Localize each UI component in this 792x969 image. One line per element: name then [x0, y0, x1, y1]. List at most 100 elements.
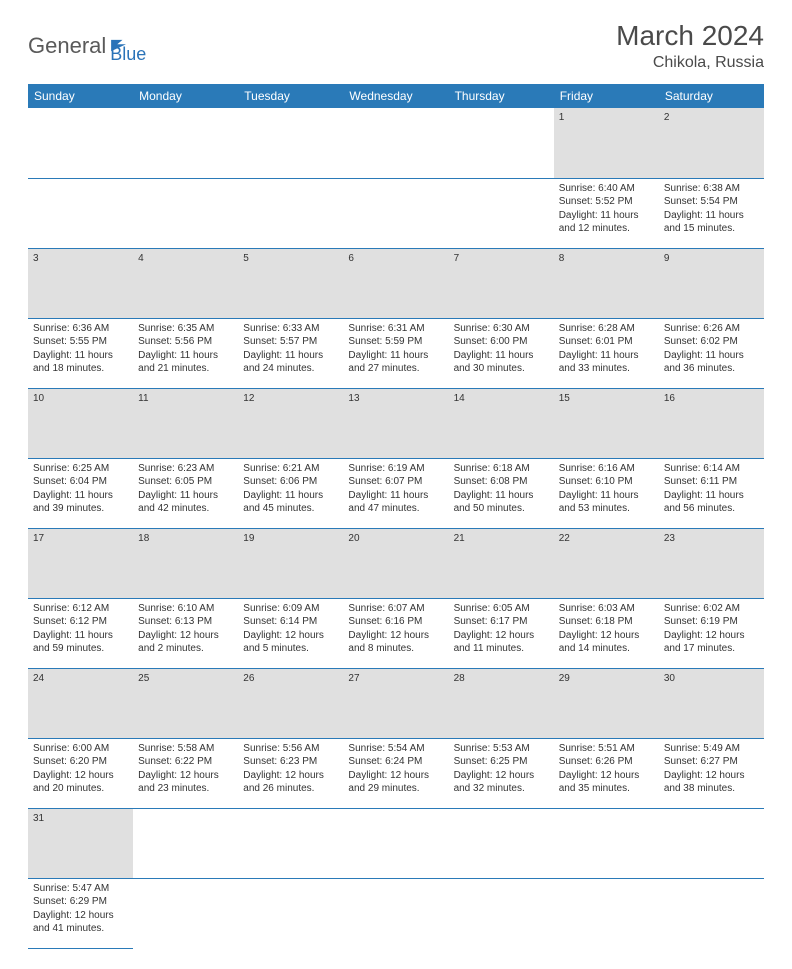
day-number-cell: 31: [28, 808, 133, 878]
day-number-cell: [238, 108, 343, 178]
sunset-text: Sunset: 6:23 PM: [243, 755, 338, 769]
day-cell: [28, 178, 133, 248]
sunrise-text: Sunrise: 6:05 AM: [454, 602, 549, 616]
daylight-text-2: and 24 minutes.: [243, 362, 338, 376]
day-number-cell: [133, 808, 238, 878]
daylight-text-2: and 2 minutes.: [138, 642, 233, 656]
sunset-text: Sunset: 5:57 PM: [243, 335, 338, 349]
day-cell: Sunrise: 6:38 AMSunset: 5:54 PMDaylight:…: [659, 178, 764, 248]
day-cell: Sunrise: 5:53 AMSunset: 6:25 PMDaylight:…: [449, 738, 554, 808]
day-number-cell: 16: [659, 388, 764, 458]
weekday-header: Thursday: [449, 84, 554, 108]
sunrise-text: Sunrise: 6:31 AM: [348, 322, 443, 336]
day-content-row: Sunrise: 6:40 AMSunset: 5:52 PMDaylight:…: [28, 178, 764, 248]
sunrise-text: Sunrise: 6:40 AM: [559, 182, 654, 196]
daylight-text-1: Daylight: 12 hours: [664, 769, 759, 783]
sunset-text: Sunset: 5:52 PM: [559, 195, 654, 209]
daylight-text-1: Daylight: 11 hours: [454, 489, 549, 503]
logo-text-blue: Blue: [110, 44, 146, 65]
day-cell: Sunrise: 5:49 AMSunset: 6:27 PMDaylight:…: [659, 738, 764, 808]
sunrise-text: Sunrise: 6:21 AM: [243, 462, 338, 476]
sunset-text: Sunset: 5:59 PM: [348, 335, 443, 349]
daylight-text-2: and 30 minutes.: [454, 362, 549, 376]
sunrise-text: Sunrise: 6:19 AM: [348, 462, 443, 476]
sunrise-text: Sunrise: 5:54 AM: [348, 742, 443, 756]
daylight-text-2: and 35 minutes.: [559, 782, 654, 796]
sunset-text: Sunset: 6:13 PM: [138, 615, 233, 629]
daylight-text-1: Daylight: 11 hours: [138, 489, 233, 503]
day-number-cell: 15: [554, 388, 659, 458]
sunset-text: Sunset: 6:11 PM: [664, 475, 759, 489]
day-number-cell: 25: [133, 668, 238, 738]
day-cell: Sunrise: 5:51 AMSunset: 6:26 PMDaylight:…: [554, 738, 659, 808]
day-cell: Sunrise: 6:00 AMSunset: 6:20 PMDaylight:…: [28, 738, 133, 808]
logo: General Blue: [28, 26, 146, 65]
day-cell: [659, 878, 764, 948]
sunset-text: Sunset: 6:00 PM: [454, 335, 549, 349]
day-cell: Sunrise: 6:12 AMSunset: 6:12 PMDaylight:…: [28, 598, 133, 668]
sunset-text: Sunset: 6:17 PM: [454, 615, 549, 629]
weekday-header: Tuesday: [238, 84, 343, 108]
daylight-text-2: and 8 minutes.: [348, 642, 443, 656]
day-number-cell: 6: [343, 248, 448, 318]
day-cell: Sunrise: 6:07 AMSunset: 6:16 PMDaylight:…: [343, 598, 448, 668]
sunrise-text: Sunrise: 6:07 AM: [348, 602, 443, 616]
day-cell: Sunrise: 6:23 AMSunset: 6:05 PMDaylight:…: [133, 458, 238, 528]
sunset-text: Sunset: 5:54 PM: [664, 195, 759, 209]
day-cell: Sunrise: 5:47 AMSunset: 6:29 PMDaylight:…: [28, 878, 133, 948]
daylight-text-2: and 50 minutes.: [454, 502, 549, 516]
sunrise-text: Sunrise: 5:49 AM: [664, 742, 759, 756]
day-number-cell: [554, 808, 659, 878]
day-content-row: Sunrise: 5:47 AMSunset: 6:29 PMDaylight:…: [28, 878, 764, 948]
sunrise-text: Sunrise: 5:56 AM: [243, 742, 338, 756]
day-number-cell: [133, 108, 238, 178]
day-cell: Sunrise: 6:31 AMSunset: 5:59 PMDaylight:…: [343, 318, 448, 388]
location: Chikola, Russia: [616, 54, 764, 72]
daylight-text-1: Daylight: 12 hours: [243, 629, 338, 643]
day-cell: Sunrise: 6:40 AMSunset: 5:52 PMDaylight:…: [554, 178, 659, 248]
daylight-text-2: and 33 minutes.: [559, 362, 654, 376]
daylight-text-1: Daylight: 12 hours: [33, 769, 128, 783]
daylight-text-1: Daylight: 12 hours: [138, 769, 233, 783]
day-cell: Sunrise: 6:05 AMSunset: 6:17 PMDaylight:…: [449, 598, 554, 668]
daylight-text-1: Daylight: 11 hours: [138, 349, 233, 363]
weekday-header: Friday: [554, 84, 659, 108]
day-cell: [449, 878, 554, 948]
day-number-cell: 3: [28, 248, 133, 318]
day-number-cell: 27: [343, 668, 448, 738]
daylight-text-2: and 45 minutes.: [243, 502, 338, 516]
daylight-text-2: and 56 minutes.: [664, 502, 759, 516]
sunset-text: Sunset: 6:06 PM: [243, 475, 338, 489]
day-number-cell: 23: [659, 528, 764, 598]
daylight-text-2: and 38 minutes.: [664, 782, 759, 796]
day-cell: [238, 878, 343, 948]
daylight-text-1: Daylight: 11 hours: [559, 209, 654, 223]
daylight-text-2: and 59 minutes.: [33, 642, 128, 656]
day-content-row: Sunrise: 6:25 AMSunset: 6:04 PMDaylight:…: [28, 458, 764, 528]
day-content-row: Sunrise: 6:00 AMSunset: 6:20 PMDaylight:…: [28, 738, 764, 808]
daylight-text-1: Daylight: 12 hours: [559, 769, 654, 783]
daylight-text-2: and 5 minutes.: [243, 642, 338, 656]
sunset-text: Sunset: 6:24 PM: [348, 755, 443, 769]
daylight-text-1: Daylight: 11 hours: [33, 349, 128, 363]
daylight-text-1: Daylight: 11 hours: [664, 349, 759, 363]
daylight-text-2: and 39 minutes.: [33, 502, 128, 516]
sunset-text: Sunset: 6:08 PM: [454, 475, 549, 489]
daylight-text-2: and 15 minutes.: [664, 222, 759, 236]
daylight-text-2: and 11 minutes.: [454, 642, 549, 656]
sunset-text: Sunset: 6:20 PM: [33, 755, 128, 769]
day-cell: Sunrise: 6:18 AMSunset: 6:08 PMDaylight:…: [449, 458, 554, 528]
daylight-text-2: and 32 minutes.: [454, 782, 549, 796]
daylight-text-2: and 14 minutes.: [559, 642, 654, 656]
sunset-text: Sunset: 6:04 PM: [33, 475, 128, 489]
day-cell: Sunrise: 6:03 AMSunset: 6:18 PMDaylight:…: [554, 598, 659, 668]
day-cell: [449, 178, 554, 248]
day-number-row: 17181920212223: [28, 528, 764, 598]
sunset-text: Sunset: 6:10 PM: [559, 475, 654, 489]
sunset-text: Sunset: 5:56 PM: [138, 335, 233, 349]
sunrise-text: Sunrise: 5:58 AM: [138, 742, 233, 756]
day-number-cell: 10: [28, 388, 133, 458]
daylight-text-1: Daylight: 12 hours: [243, 769, 338, 783]
daylight-text-1: Daylight: 12 hours: [138, 629, 233, 643]
daylight-text-1: Daylight: 12 hours: [664, 629, 759, 643]
